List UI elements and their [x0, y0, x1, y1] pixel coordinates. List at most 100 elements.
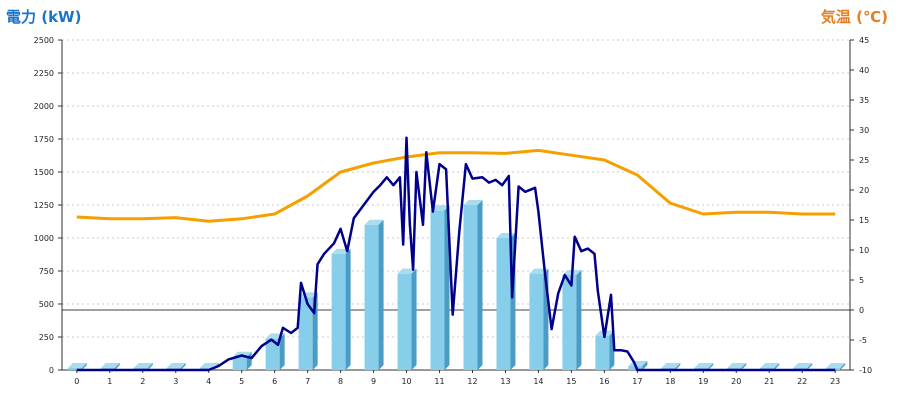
bar-face [496, 238, 511, 370]
bar-top [364, 219, 384, 225]
power-line [76, 136, 836, 372]
bar-side [477, 200, 483, 370]
power-bar [562, 269, 582, 370]
right-tick-label: 25 [859, 156, 869, 165]
bar-side [840, 363, 846, 370]
left-tick-label: 1000 [34, 234, 54, 243]
right-tick-label: -5 [859, 336, 867, 345]
left-tick-label: 2500 [34, 36, 54, 45]
power-bar [364, 219, 384, 370]
bar-side [411, 268, 417, 370]
x-tick-label: 15 [566, 377, 576, 386]
bar-face [529, 273, 544, 370]
bar-side [741, 363, 747, 370]
left-tick-label: 250 [39, 333, 54, 342]
bar-side [576, 269, 582, 370]
right-tick-label: 20 [859, 186, 869, 195]
x-tick-label: 21 [764, 377, 774, 386]
x-tick-label: 4 [206, 377, 211, 386]
x-tick-label: 17 [632, 377, 642, 386]
x-tick-label: 9 [371, 377, 376, 386]
bar-face [265, 338, 280, 370]
bar-side [81, 363, 87, 370]
x-tick-label: 11 [434, 377, 444, 386]
bar-top [397, 268, 417, 274]
left-tick-label: 1750 [34, 135, 54, 144]
bar-side [774, 363, 780, 370]
x-tick-label: 19 [698, 377, 708, 386]
bar-top [694, 363, 714, 368]
left-axis-title: 電力 (kW) [6, 8, 82, 26]
left-tick-label: 0 [49, 366, 54, 375]
power-bar [595, 330, 615, 370]
bar-top [463, 200, 483, 205]
left-tick-label: 750 [39, 267, 54, 276]
bar-top [430, 205, 450, 211]
bar-top [727, 363, 747, 368]
power-bar [331, 248, 351, 370]
x-tick-label: 14 [533, 377, 543, 386]
power-bar [430, 205, 450, 370]
x-tick-label: 0 [74, 377, 79, 386]
x-tick-label: 10 [401, 377, 411, 386]
bar-face [298, 297, 313, 370]
bar-side [279, 333, 285, 370]
x-tick-label: 12 [467, 377, 477, 386]
power-bar [67, 363, 87, 370]
x-tick-label: 20 [731, 377, 741, 386]
right-tick-label: 0 [859, 306, 864, 315]
bar-side [345, 248, 351, 370]
bar-side [708, 363, 714, 370]
right-tick-label: 30 [859, 126, 869, 135]
bar-top [760, 363, 780, 368]
x-tick-label: 22 [797, 377, 807, 386]
grid-layer [62, 39, 850, 338]
x-tick-label: 7 [305, 377, 310, 386]
x-tick-label: 8 [338, 377, 343, 386]
series-lines [76, 136, 836, 372]
power-bar [529, 268, 549, 370]
right-tick-label: 45 [859, 36, 869, 45]
power-bar [397, 268, 417, 370]
x-tick-label: 2 [140, 377, 145, 386]
power-bar [496, 233, 516, 370]
x-tick-label: 23 [830, 377, 840, 386]
bar-face [562, 274, 577, 370]
tick-labels: 02505007501000125015001750200022502500-1… [34, 36, 872, 386]
bar-top [100, 363, 120, 368]
x-tick-label: 6 [272, 377, 277, 386]
axis-layer [58, 39, 854, 373]
x-tick-label: 3 [173, 377, 178, 386]
bar-side [378, 219, 384, 370]
bar-top [793, 363, 813, 368]
right-tick-label: 40 [859, 66, 869, 75]
bar-face [364, 224, 379, 370]
bar-face [67, 368, 82, 370]
left-tick-label: 2000 [34, 102, 54, 111]
x-tick-label: 13 [500, 377, 510, 386]
bar-face [397, 273, 412, 370]
bar-face [430, 210, 445, 370]
x-tick-label: 1 [107, 377, 112, 386]
power-bar [265, 333, 285, 370]
bar-side [180, 363, 186, 370]
bar-top [826, 363, 846, 368]
right-tick-label: 35 [859, 96, 869, 105]
bar-side [675, 363, 681, 370]
bar-face [595, 335, 610, 370]
bar-top [166, 363, 186, 368]
bar-face [232, 356, 247, 370]
temperature-line [76, 148, 836, 223]
x-tick-label: 18 [665, 377, 675, 386]
bar-top [67, 363, 87, 368]
left-tick-label: 2250 [34, 69, 54, 78]
right-tick-label: -10 [859, 366, 872, 375]
right-axis-title: 気温 (℃) [820, 8, 888, 26]
bar-side [114, 363, 120, 370]
right-tick-label: 15 [859, 216, 869, 225]
bar-side [444, 205, 450, 370]
left-tick-label: 1500 [34, 168, 54, 177]
bar-side [642, 361, 648, 370]
right-tick-label: 5 [859, 276, 864, 285]
bar-side [147, 363, 153, 370]
